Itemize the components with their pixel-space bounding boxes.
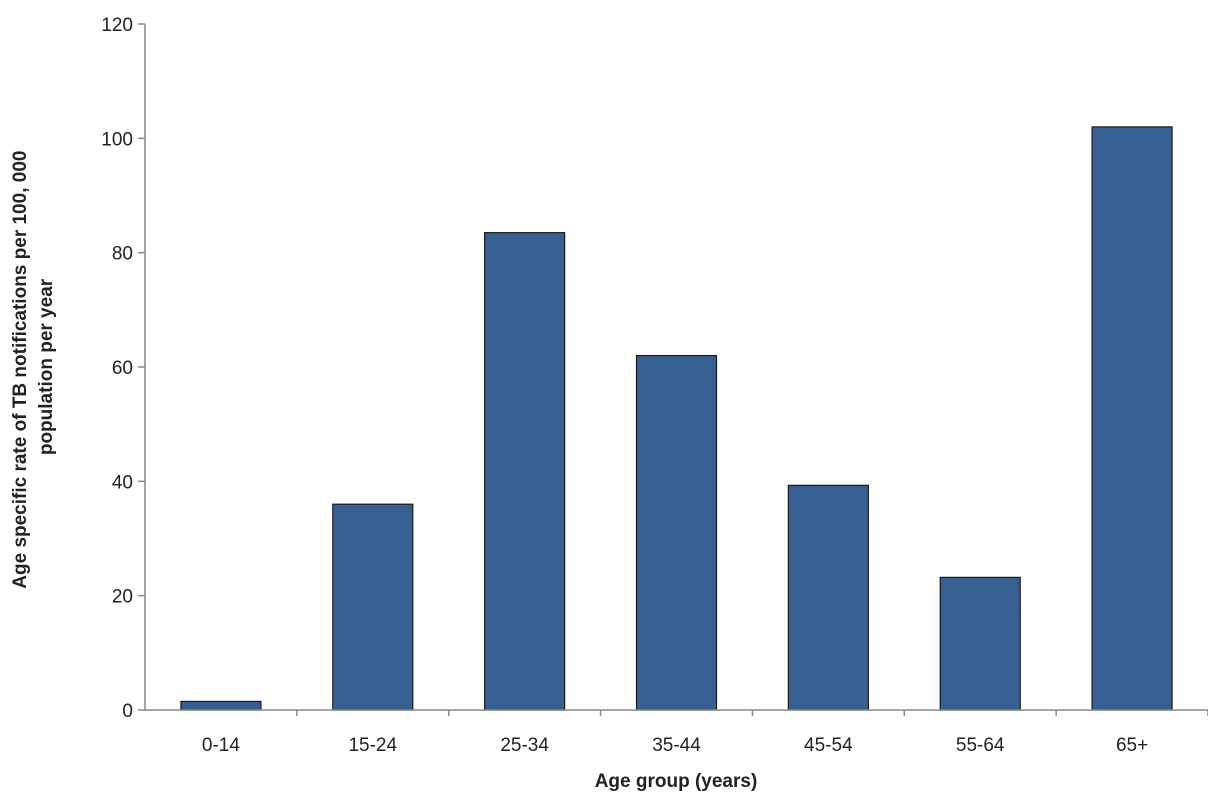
y-axis-title: Age specific rate of TB notifications pe…: [10, 145, 57, 588]
y-tick-label: 40: [112, 472, 133, 493]
x-axis-ticks: 0-14 15-24 25-34 35-44 45-54 55-64 65+: [202, 710, 1208, 756]
bar-45-54: [787, 484, 869, 711]
x-tick-label: 25-34: [500, 735, 549, 756]
bar-25-34: [484, 232, 566, 711]
x-tick-label: 35-44: [652, 735, 701, 756]
x-tick-label: 45-54: [804, 735, 853, 756]
y-axis-title-line-2: population per year: [36, 278, 57, 455]
bar-65+: [1091, 126, 1173, 711]
bar-0-14: [180, 700, 262, 711]
y-axis-ticks: 0 20 40 60 80 100 120: [101, 15, 145, 722]
x-tick-label: 0-14: [202, 735, 240, 756]
bar-15-24: [332, 503, 414, 711]
bar-55-64: [939, 576, 1021, 711]
y-tick-label: 0: [122, 701, 133, 722]
x-tick-label: 55-64: [956, 735, 1005, 756]
x-tick-label: 15-24: [348, 735, 397, 756]
x-tick-label: 65+: [1116, 735, 1148, 756]
y-tick-label: 20: [112, 587, 133, 608]
y-tick-label: 120: [101, 15, 133, 36]
bar-35-44: [635, 354, 718, 711]
y-tick-label: 100: [101, 129, 133, 150]
y-axis-title-line-1: Age specific rate of TB notifications pe…: [10, 151, 31, 589]
y-tick-label: 80: [112, 244, 133, 265]
x-axis-title: Age group (years): [595, 771, 758, 792]
bars: [180, 126, 1173, 711]
y-tick-label: 60: [112, 358, 133, 379]
